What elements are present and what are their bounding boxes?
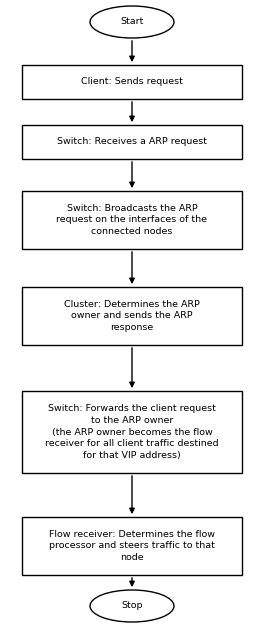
Text: Client: Sends request: Client: Sends request xyxy=(81,77,183,87)
Text: Flow receiver: Determines the flow
processor and steers traffic to that
node: Flow receiver: Determines the flow proce… xyxy=(49,530,215,562)
Text: Switch: Receives a ARP request: Switch: Receives a ARP request xyxy=(57,137,207,147)
Ellipse shape xyxy=(90,590,174,622)
FancyBboxPatch shape xyxy=(22,287,242,345)
Text: Switch: Broadcasts the ARP
request on the interfaces of the
connected nodes: Switch: Broadcasts the ARP request on th… xyxy=(56,203,208,236)
Text: Switch: Forwards the client request
to the ARP owner
(the ARP owner becomes the : Switch: Forwards the client request to t… xyxy=(45,404,219,460)
Text: Stop: Stop xyxy=(121,602,143,610)
FancyBboxPatch shape xyxy=(22,517,242,575)
Text: Cluster: Determines the ARP
owner and sends the ARP
response: Cluster: Determines the ARP owner and se… xyxy=(64,300,200,333)
FancyBboxPatch shape xyxy=(22,65,242,99)
FancyBboxPatch shape xyxy=(22,125,242,159)
Text: Start: Start xyxy=(120,17,144,26)
FancyBboxPatch shape xyxy=(22,191,242,249)
Ellipse shape xyxy=(90,6,174,38)
FancyBboxPatch shape xyxy=(22,391,242,473)
